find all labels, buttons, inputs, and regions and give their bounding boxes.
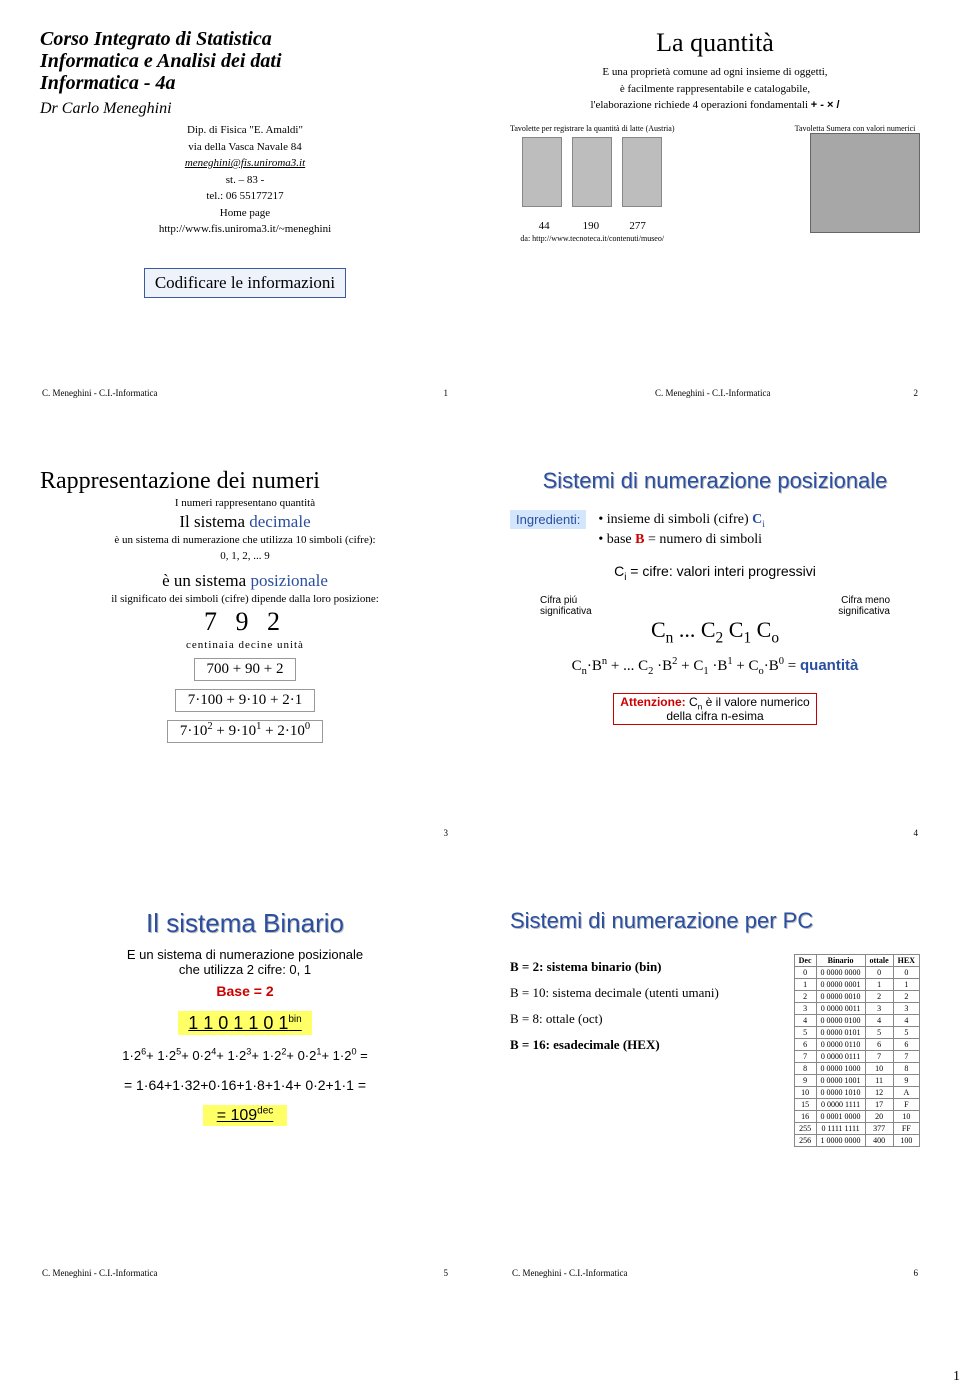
- source-note: da: http://www.tecnoteca.it/contenuti/mu…: [510, 234, 674, 243]
- email: meneghini@fis.uniroma3.it: [40, 155, 450, 172]
- slide-footer: C. Meneghini - C.I.-Informatica: [512, 1268, 627, 1278]
- slide-3: Rappresentazione dei numeri I numeri rap…: [30, 460, 460, 840]
- line-2: che utilizza 2 cifre: 0, 1: [40, 962, 450, 977]
- caption-sumer: Tavoletta Sumera con valori numerici: [790, 124, 920, 133]
- slide-6: Sistemi di numerazione per PC B = 2: sis…: [500, 900, 930, 1280]
- warning-box: Attenzione: Cn è il valore numerico dell…: [613, 693, 816, 725]
- slide-5: Il sistema Binario E un sistema di numer…: [30, 900, 460, 1280]
- binary-number: 1 1 0 1 1 0 1bin: [178, 1011, 311, 1035]
- course-title-line2: Informatica e Analisi dei dati: [40, 50, 450, 72]
- decimal-symbols: 0, 1, 2, ... 9: [40, 548, 450, 565]
- slide-footer: C. Meneghini - C.I.-Informatica: [42, 388, 157, 398]
- course-title-line3: Informatica - 4a: [40, 72, 450, 94]
- tablet-numbers: 44 190 277: [510, 218, 674, 235]
- slide-1: Corso Integrato di Statistica Informatic…: [30, 20, 460, 400]
- base-10: B = 10: sistema decimale (utenti umani): [510, 980, 780, 1006]
- expansion-2: = 1·64+1·32+0·16+1·8+1·4+ 0·2+1·1 =: [40, 1077, 450, 1093]
- digit-labels: centinaia decine unità: [40, 637, 450, 654]
- slide-footer: C. Meneghini - C.I.-Informatica: [655, 388, 770, 398]
- slide-footer: C. Meneghini - C.I.-Informatica: [42, 1268, 157, 1278]
- slide-title: La quantità: [510, 28, 920, 58]
- base-2: B = 2: sistema binario (bin): [510, 954, 780, 980]
- ci-definition: Ci = cifre: valori interi progressivi: [510, 563, 920, 579]
- slide-number: 6: [914, 1268, 919, 1278]
- caption-tablets: Tavolette per registrare la quantità di …: [510, 124, 674, 133]
- line-1: E un sistema di numerazione posizionale: [40, 947, 450, 962]
- homepage-label: Home page: [40, 205, 450, 222]
- section-box: Codificare le informazioni: [144, 268, 346, 298]
- tablet-image-3: [622, 137, 662, 207]
- tablet-image-2: [572, 137, 612, 207]
- slide-title: Rappresentazione dei numeri: [40, 468, 450, 495]
- decimal-desc: è un sistema di numerazione che utilizza…: [40, 532, 450, 549]
- desc-line-2: è facilmente rappresentabile e catalogab…: [510, 81, 920, 98]
- label-lsb: Cifra meno significativa: [838, 595, 890, 617]
- cn-sequence: Cn ... C2 C1 Co: [510, 617, 920, 643]
- telephone: tel.: 06 55177217: [40, 188, 450, 205]
- ingredient-2: • base B = numero di simboli: [598, 530, 765, 550]
- positional-desc: il significato dei simboli (cifre) dipen…: [40, 591, 450, 608]
- slide-4: Sistemi di numerazione posizionale Ingre…: [500, 460, 930, 840]
- ingredient-1: • insieme di simboli (cifre) Ci: [598, 510, 765, 530]
- sumer-tablet-image: [810, 133, 920, 233]
- slide-title: Sistemi di numerazione per PC: [510, 908, 920, 934]
- conversion-table: DecBinarioottaleHEX 00 0000 00000010 000…: [794, 954, 920, 1147]
- address: via della Vasca Navale 84: [40, 139, 450, 156]
- desc-line-3: l'elaborazione richiede 4 operazioni fon…: [510, 97, 920, 114]
- slide-title: Il sistema Binario: [40, 908, 450, 939]
- homepage-url: http://www.fis.uniroma3.it/~meneghini: [40, 221, 450, 238]
- slide-2: La quantità E una proprietà comune ad og…: [500, 20, 930, 400]
- slide-number: 3: [444, 828, 449, 838]
- slide-number: 4: [914, 828, 919, 838]
- slide-number: 2: [914, 388, 919, 398]
- subtitle-1: I numeri rappresentano quantità: [40, 495, 450, 512]
- ingredients-label: Ingredienti:: [510, 510, 586, 529]
- example-digits: 7 9 2: [40, 607, 450, 637]
- slide-number: 1: [444, 388, 449, 398]
- slides-grid: Corso Integrato di Statistica Informatic…: [30, 20, 930, 1280]
- equation-2: 7·100 + 9·10 + 2·1: [175, 689, 315, 712]
- page-number: 1: [953, 1369, 960, 1385]
- desc-line-1: E una proprietà comune ad ogni insieme d…: [510, 64, 920, 81]
- room: st. – 83 -: [40, 172, 450, 189]
- formula: Cn·Bn + ... C2 ·B2 + C1 ·B1 + Co·B0 = qu…: [510, 657, 920, 675]
- subtitle-positional: è un sistema posizionale: [40, 571, 450, 591]
- label-msb: Cifra piú significativa: [540, 595, 592, 617]
- base-8: B = 8: ottale (oct): [510, 1006, 780, 1032]
- course-title-line1: Corso Integrato di Statistica: [40, 28, 450, 50]
- base-16: B = 16: esadecimale (HEX): [510, 1032, 780, 1058]
- department: Dip. di Fisica "E. Amaldi": [40, 122, 450, 139]
- base: Base = 2: [40, 983, 450, 999]
- equation-1: 700 + 90 + 2: [194, 658, 297, 681]
- equation-3: 7·102 + 9·101 + 2·100: [167, 720, 323, 743]
- subtitle-decimal: Il sistema decimale: [40, 512, 450, 532]
- author-name: Dr Carlo Meneghini: [40, 100, 450, 118]
- slide-number: 5: [444, 1268, 449, 1278]
- tablet-image-1: [522, 137, 562, 207]
- slide-title: Sistemi di numerazione posizionale: [510, 468, 920, 494]
- expansion-1: 1·26+ 1·25+ 0·24+ 1·23+ 1·22+ 0·21+ 1·20…: [40, 1048, 450, 1063]
- result: = 109dec: [203, 1105, 288, 1126]
